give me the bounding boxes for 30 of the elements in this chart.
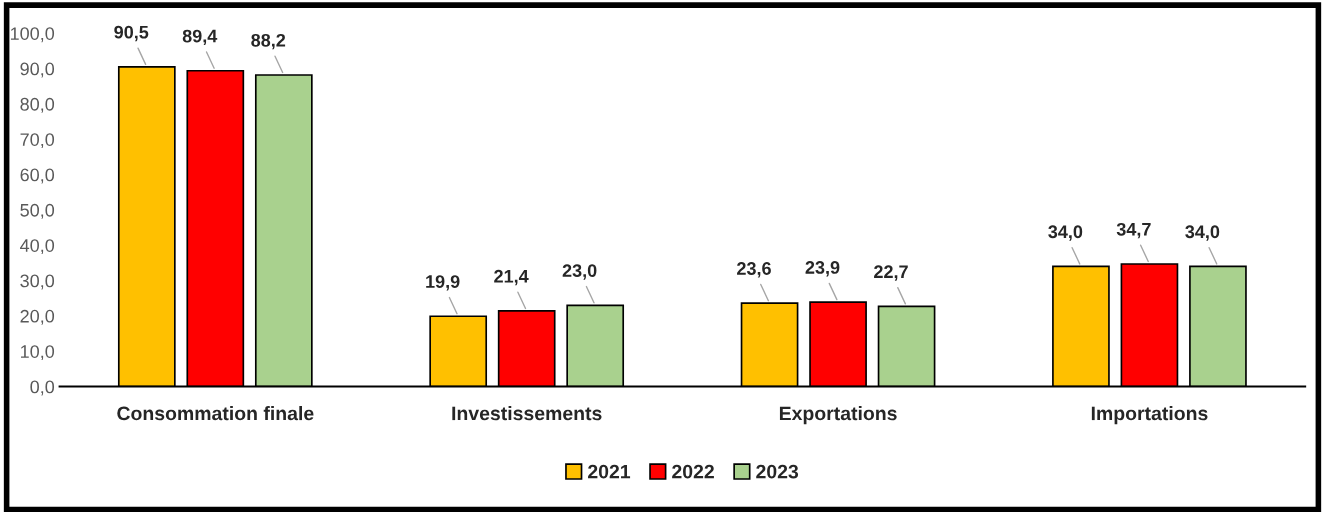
x-tick-label: Investissements bbox=[452, 406, 602, 421]
y-tick-label: 80,0 bbox=[20, 97, 55, 113]
y-tick-label: 90,0 bbox=[20, 62, 55, 78]
data-label: 90,5 bbox=[114, 25, 149, 42]
y-tick-label: 60,0 bbox=[20, 168, 55, 184]
data-label: 23,6 bbox=[737, 262, 771, 278]
data-label: 21,4 bbox=[494, 269, 529, 286]
y-tick-label: 70,0 bbox=[20, 133, 55, 149]
data-label: 34,0 bbox=[1048, 225, 1083, 241]
data-label: 23,0 bbox=[562, 264, 597, 280]
x-tick-label: Importations bbox=[1091, 406, 1208, 425]
y-tick-label: 20,0 bbox=[20, 309, 55, 325]
y-tick-label: 50,0 bbox=[20, 203, 55, 219]
y-tick-label: 0,0 bbox=[30, 380, 55, 396]
data-label: 34,7 bbox=[1116, 222, 1151, 239]
legend-label: 2021 bbox=[588, 464, 631, 479]
y-tick-label: 10,0 bbox=[21, 345, 55, 361]
data-label: 88,2 bbox=[251, 33, 286, 50]
x-tick-label: Exportations bbox=[779, 406, 897, 425]
y-tick-label: 100,0 bbox=[10, 27, 55, 43]
y-tick-label: 30,0 bbox=[20, 274, 55, 290]
data-label: 19,9 bbox=[426, 275, 460, 291]
legend-label: 2023 bbox=[756, 464, 799, 479]
legend-label: 2022 bbox=[672, 464, 714, 479]
data-label: 34,0 bbox=[1185, 225, 1220, 241]
y-tick-label: 40,0 bbox=[20, 239, 55, 255]
x-tick-label: Consommation finale bbox=[117, 406, 314, 421]
data-label: 23,9 bbox=[805, 261, 840, 277]
data-label: 22,7 bbox=[874, 265, 908, 281]
data-label: 89,4 bbox=[182, 29, 218, 46]
